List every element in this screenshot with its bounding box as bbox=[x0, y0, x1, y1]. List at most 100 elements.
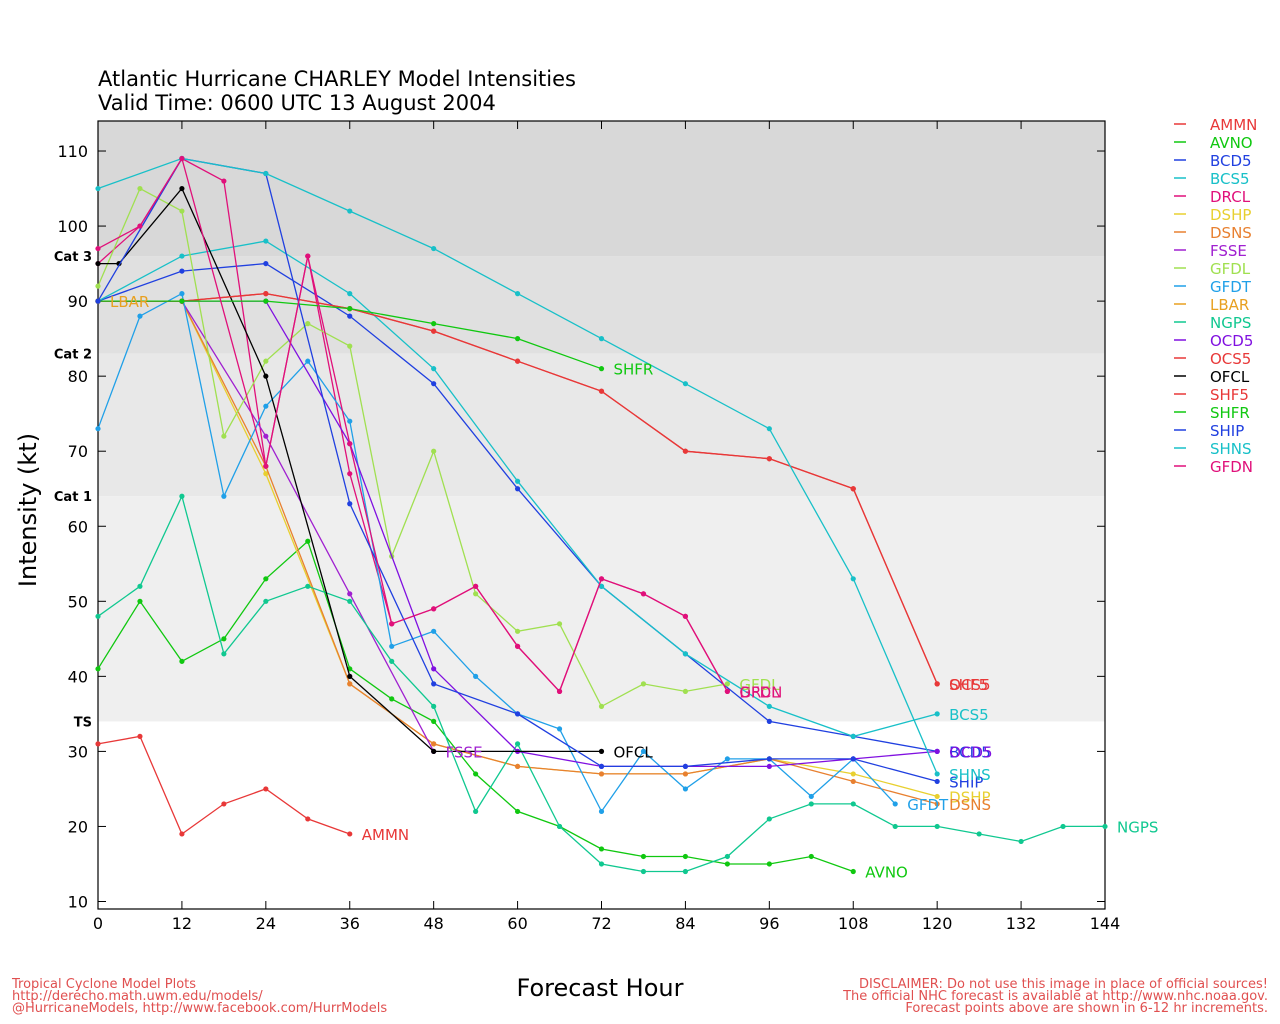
point-ngps-66 bbox=[556, 823, 563, 830]
point-ngps-78 bbox=[640, 868, 647, 875]
point-dsns-108 bbox=[850, 778, 856, 785]
point-gfdl-90 bbox=[724, 681, 730, 687]
legend-label-gfdl: GFDL bbox=[1210, 260, 1251, 278]
point-ngps-24 bbox=[263, 598, 269, 604]
point-bcd5-12 bbox=[179, 268, 185, 274]
end-label-shf5: SHF5 bbox=[949, 676, 988, 694]
point-gfdl-78 bbox=[640, 681, 647, 687]
point-ofcl-72 bbox=[598, 748, 605, 755]
point-gfdn-78 bbox=[640, 591, 647, 597]
point-ngps-12 bbox=[179, 493, 185, 499]
point-gfdl-66 bbox=[556, 621, 563, 627]
category-labels: Cat 3 Cat 2 Cat 1 TS bbox=[54, 250, 92, 730]
point-dshp-108 bbox=[850, 771, 856, 777]
point-gfdn-24 bbox=[263, 463, 269, 469]
point-bcs5-24 bbox=[263, 238, 269, 244]
point-avno-96 bbox=[766, 861, 772, 867]
end-label-gfdn: GFDN bbox=[739, 683, 782, 701]
point-bcs5-12 bbox=[179, 253, 185, 259]
point-ship-72 bbox=[598, 763, 605, 770]
legend-label-bcd5: BCD5 bbox=[1210, 152, 1252, 170]
end-label-ship: SHIP bbox=[949, 773, 983, 791]
point-shfr-48 bbox=[431, 321, 437, 327]
legend-label-shfr: SHFR bbox=[1210, 404, 1250, 422]
point-avno-42 bbox=[389, 696, 395, 702]
series-ngps bbox=[95, 493, 1108, 875]
legend-label-ocd5: OCD5 bbox=[1210, 332, 1253, 350]
point-dsns-60 bbox=[514, 763, 521, 770]
end-label-fsse: FSSE bbox=[446, 743, 483, 761]
point-bcs5-84 bbox=[682, 651, 689, 657]
point-shf5-108 bbox=[850, 486, 856, 492]
point-gfdl-48 bbox=[431, 448, 437, 454]
point-gfdl-0 bbox=[95, 283, 101, 289]
point-ofcl-0 bbox=[95, 260, 101, 267]
point-ship-84 bbox=[682, 763, 689, 770]
legend: AMMNAVNOBCD5BCS5DRCLDSHPDSNSFSSEGFDLGFDT… bbox=[1174, 116, 1257, 476]
x-tick-label-0: 0 bbox=[93, 914, 103, 933]
point-gfdt-48 bbox=[431, 628, 437, 634]
point-gfdt-18 bbox=[221, 493, 227, 499]
series-ofcl bbox=[95, 185, 605, 755]
point-bcs5-72 bbox=[598, 583, 605, 589]
end-label-ocs5: OCS5 bbox=[949, 676, 990, 694]
point-gfdt-72 bbox=[598, 808, 605, 815]
point-shf5-96 bbox=[766, 456, 772, 462]
point-ship-60 bbox=[514, 711, 521, 717]
series-lines bbox=[95, 155, 1108, 875]
point-dshp-120 bbox=[934, 793, 940, 800]
footer-left-line-1: Tropical Cyclone Model Plots bbox=[11, 977, 196, 992]
point-shfr-36 bbox=[347, 306, 353, 312]
point-avno-6 bbox=[137, 598, 143, 604]
point-ammn-18 bbox=[221, 801, 227, 807]
point-gfdt-78 bbox=[640, 748, 647, 755]
point-shf5-84 bbox=[682, 448, 689, 454]
end-label-lbar: LBAR bbox=[110, 293, 149, 311]
band-cat-1 bbox=[98, 353, 1105, 497]
point-shns-72 bbox=[598, 336, 605, 342]
chart-title: Atlantic Hurricane CHARLEY Model Intensi… bbox=[98, 67, 576, 91]
point-avno-18 bbox=[221, 636, 227, 642]
point-gfdl-30 bbox=[305, 321, 311, 327]
point-gfdl-54 bbox=[473, 591, 479, 597]
point-gfdt-42 bbox=[389, 643, 395, 649]
point-shf5-60 bbox=[514, 358, 521, 364]
point-shfr-60 bbox=[514, 336, 521, 342]
point-shf5-48 bbox=[431, 328, 437, 334]
point-gfdn-66 bbox=[556, 688, 563, 694]
point-avno-72 bbox=[598, 846, 605, 852]
point-ofcl-12 bbox=[179, 185, 185, 192]
point-gfdl-36 bbox=[347, 343, 353, 349]
point-gfdn-72 bbox=[598, 576, 605, 582]
y-tick-label-40: 40 bbox=[68, 667, 88, 686]
legend-label-gfdt: GFDT bbox=[1210, 278, 1252, 296]
point-gfdt-12 bbox=[179, 291, 185, 297]
point-gfdn-6 bbox=[137, 223, 143, 229]
y-tick-label-20: 20 bbox=[68, 817, 88, 836]
point-bcs5-120 bbox=[934, 711, 940, 717]
point-gfdl-84 bbox=[682, 688, 689, 694]
point-ngps-102 bbox=[808, 801, 814, 807]
band-cat-3 bbox=[98, 121, 1105, 257]
point-gfdt-24 bbox=[263, 403, 269, 409]
legend-label-bcs5: BCS5 bbox=[1210, 170, 1250, 188]
point-bcd5-96 bbox=[766, 718, 772, 724]
point-ofcl-24 bbox=[263, 373, 269, 379]
point-ngps-96 bbox=[766, 816, 772, 822]
category-label-cat-2: Cat 2 bbox=[54, 348, 92, 363]
point-avno-54 bbox=[473, 771, 479, 777]
point-gfdt-102 bbox=[808, 793, 814, 800]
end-label-bcd5: BCD5 bbox=[949, 743, 991, 761]
point-gfdn-36 bbox=[347, 441, 353, 447]
point-ngps-0 bbox=[95, 613, 101, 619]
point-gfdn-30 bbox=[305, 253, 311, 259]
point-ship-0 bbox=[95, 298, 101, 304]
end-label-ocd5: OCD5 bbox=[949, 743, 992, 761]
point-gfdl-6 bbox=[137, 185, 143, 192]
point-shns-84 bbox=[682, 381, 689, 387]
point-gfdt-54 bbox=[473, 673, 479, 679]
point-ngps-30 bbox=[305, 583, 311, 589]
point-bcs5-108 bbox=[850, 733, 856, 739]
point-gfdt-66 bbox=[556, 726, 563, 732]
